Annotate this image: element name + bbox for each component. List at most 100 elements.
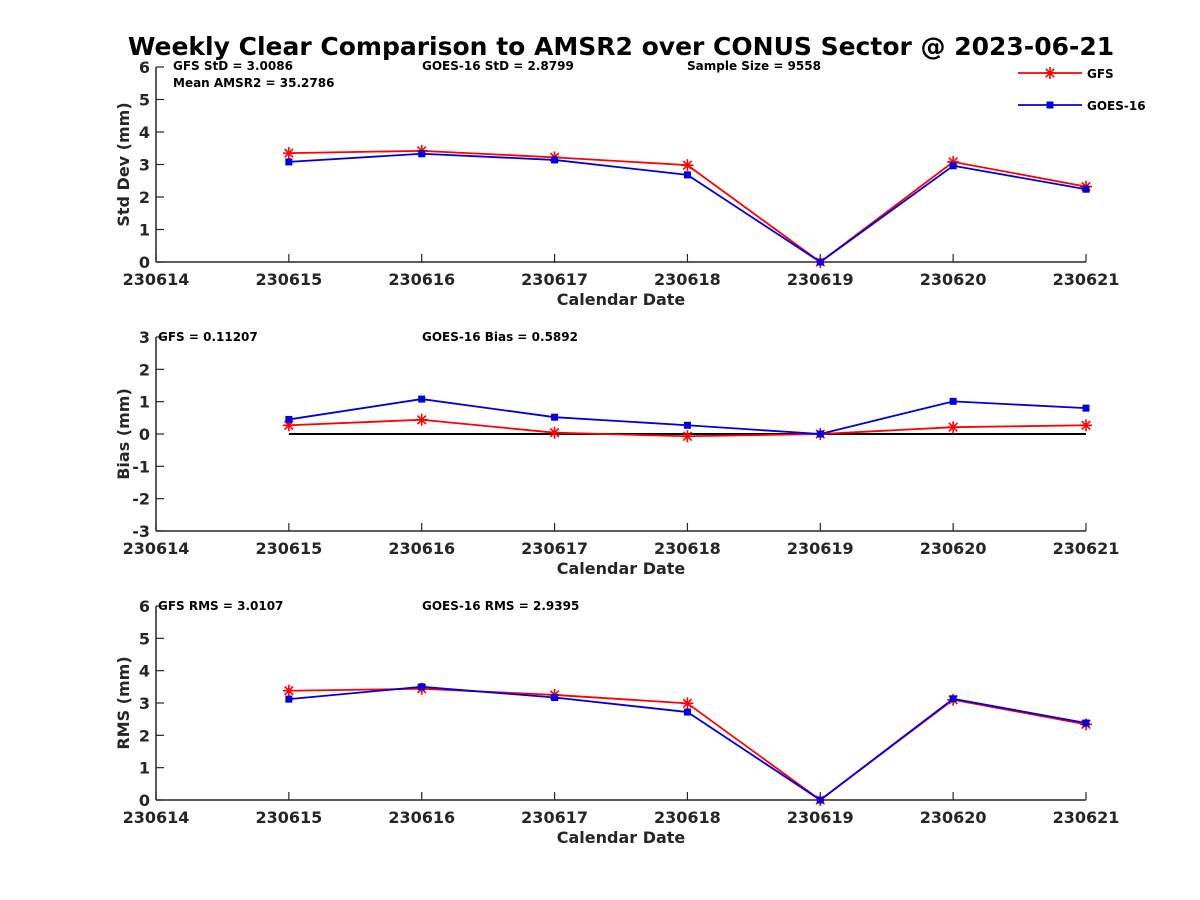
x-tick-label: 230615 [255, 808, 322, 827]
data-point [282, 419, 295, 432]
y-tick-label: 1 [139, 221, 150, 240]
stat-annotation: GFS = 0.11207 [158, 330, 258, 344]
data-point [285, 695, 293, 703]
y-axis-label: Bias (mm) [114, 388, 133, 480]
data-point [947, 155, 960, 168]
x-tick-label: 230614 [123, 270, 190, 289]
x-tick-label: 230618 [654, 539, 721, 558]
data-point [683, 421, 691, 429]
y-tick-label: 1 [139, 759, 150, 778]
stat-annotation: GFS StD = 3.0086 [173, 59, 293, 73]
data-point [1082, 404, 1090, 412]
data-point [1082, 719, 1090, 727]
stat-annotation: GFS RMS = 3.0107 [158, 599, 283, 613]
data-point [418, 395, 426, 403]
x-tick-label: 230619 [787, 270, 854, 289]
x-tick-label: 230614 [123, 808, 190, 827]
data-point [285, 415, 293, 423]
data-point [551, 156, 559, 164]
stat-annotation: Sample Size = 9558 [687, 59, 821, 73]
x-tick-label: 230620 [920, 808, 987, 827]
subplot-3: 230614 230615 230616 230617 230618 230619 2306… [114, 597, 1119, 847]
x-tick-label: 230617 [521, 270, 588, 289]
x-axis-label: Calendar Date [557, 559, 686, 578]
x-tick-label: 230615 [255, 539, 322, 558]
data-point [551, 694, 559, 702]
data-point [683, 708, 691, 716]
legend-marker [1044, 67, 1056, 79]
y-tick-label: 5 [139, 629, 150, 648]
y-axis-label: RMS (mm) [114, 656, 133, 749]
data-point [285, 158, 293, 166]
stat-annotation: Mean AMSR2 = 35.2786 [173, 76, 334, 90]
y-axis-label: Std Dev (mm) [114, 102, 133, 226]
subplot-2: 230614 230615 230616 230617 230618 230619 2306… [114, 328, 1119, 578]
y-tick-label: 2 [139, 360, 150, 379]
y-tick-label: 0 [139, 425, 150, 444]
y-tick-label: 2 [139, 726, 150, 745]
y-tick-label: 3 [139, 156, 150, 175]
y-tick-label: 0 [139, 253, 150, 272]
y-tick-label: 5 [139, 91, 150, 110]
data-point [418, 683, 426, 691]
data-point [816, 258, 824, 266]
x-tick-label: 230619 [787, 539, 854, 558]
y-tick-label: 3 [139, 694, 150, 713]
subplot-panels: 230614 230615 230616 230617 230618 230619 2306… [114, 58, 1119, 847]
data-point [947, 421, 960, 434]
data-point [681, 697, 694, 710]
stat-annotation: GOES-16 StD = 2.8799 [422, 59, 574, 73]
y-tick-label: 4 [139, 123, 150, 142]
y-tick-label: -3 [132, 522, 150, 541]
data-point [418, 150, 426, 158]
series-goes-16 [285, 683, 1090, 804]
x-tick-label: 230617 [521, 539, 588, 558]
x-tick-label: 230619 [787, 808, 854, 827]
x-tick-label: 230618 [654, 808, 721, 827]
data-point [1080, 419, 1092, 432]
legend-label: GOES-16 [1087, 99, 1146, 113]
data-point [949, 162, 957, 170]
series-goes-16 [285, 150, 1090, 266]
y-tick-label: 0 [139, 791, 150, 810]
subplot-1: 230614 230615 230616 230617 230618 230619 2306… [114, 58, 1119, 309]
x-tick-label: 230621 [1053, 539, 1120, 558]
data-point [415, 413, 428, 426]
data-point [551, 413, 559, 421]
x-tick-label: 230616 [388, 808, 455, 827]
x-tick-label: 230616 [388, 539, 455, 558]
y-tick-label: 2 [139, 188, 150, 207]
stat-annotation: GOES-16 RMS = 2.9395 [422, 599, 579, 613]
data-point [1082, 185, 1090, 193]
data-point [949, 695, 957, 703]
y-tick-label: 1 [139, 393, 150, 412]
x-tick-label: 230621 [1053, 808, 1120, 827]
x-tick-label: 230618 [654, 270, 721, 289]
data-point [683, 171, 691, 179]
x-tick-label: 230614 [123, 539, 190, 558]
data-point [816, 430, 824, 438]
x-tick-label: 230616 [388, 270, 455, 289]
stat-annotation: GOES-16 Bias = 0.5892 [422, 330, 578, 344]
legend: GFS GOES-16 [1018, 67, 1146, 113]
x-tick-label: 230620 [920, 270, 987, 289]
x-axis-label: Calendar Date [557, 290, 686, 309]
y-tick-label: 4 [139, 662, 150, 681]
x-tick-label: 230615 [255, 270, 322, 289]
y-tick-label: 6 [139, 597, 150, 616]
x-tick-label: 230621 [1053, 270, 1120, 289]
data-point [816, 796, 824, 804]
x-axis-label: Calendar Date [557, 828, 686, 847]
chart-title: Weekly Clear Comparison to AMSR2 over CO… [128, 32, 1114, 61]
legend-entry: GOES-16 [1018, 99, 1146, 113]
legend-entry: GFS [1018, 67, 1114, 81]
data-point [282, 684, 295, 697]
data-point [681, 159, 694, 172]
y-tick-label: 3 [139, 328, 150, 347]
data-point [548, 426, 561, 439]
x-tick-label: 230620 [920, 539, 987, 558]
data-point [282, 147, 295, 160]
series-gfs [282, 413, 1092, 443]
